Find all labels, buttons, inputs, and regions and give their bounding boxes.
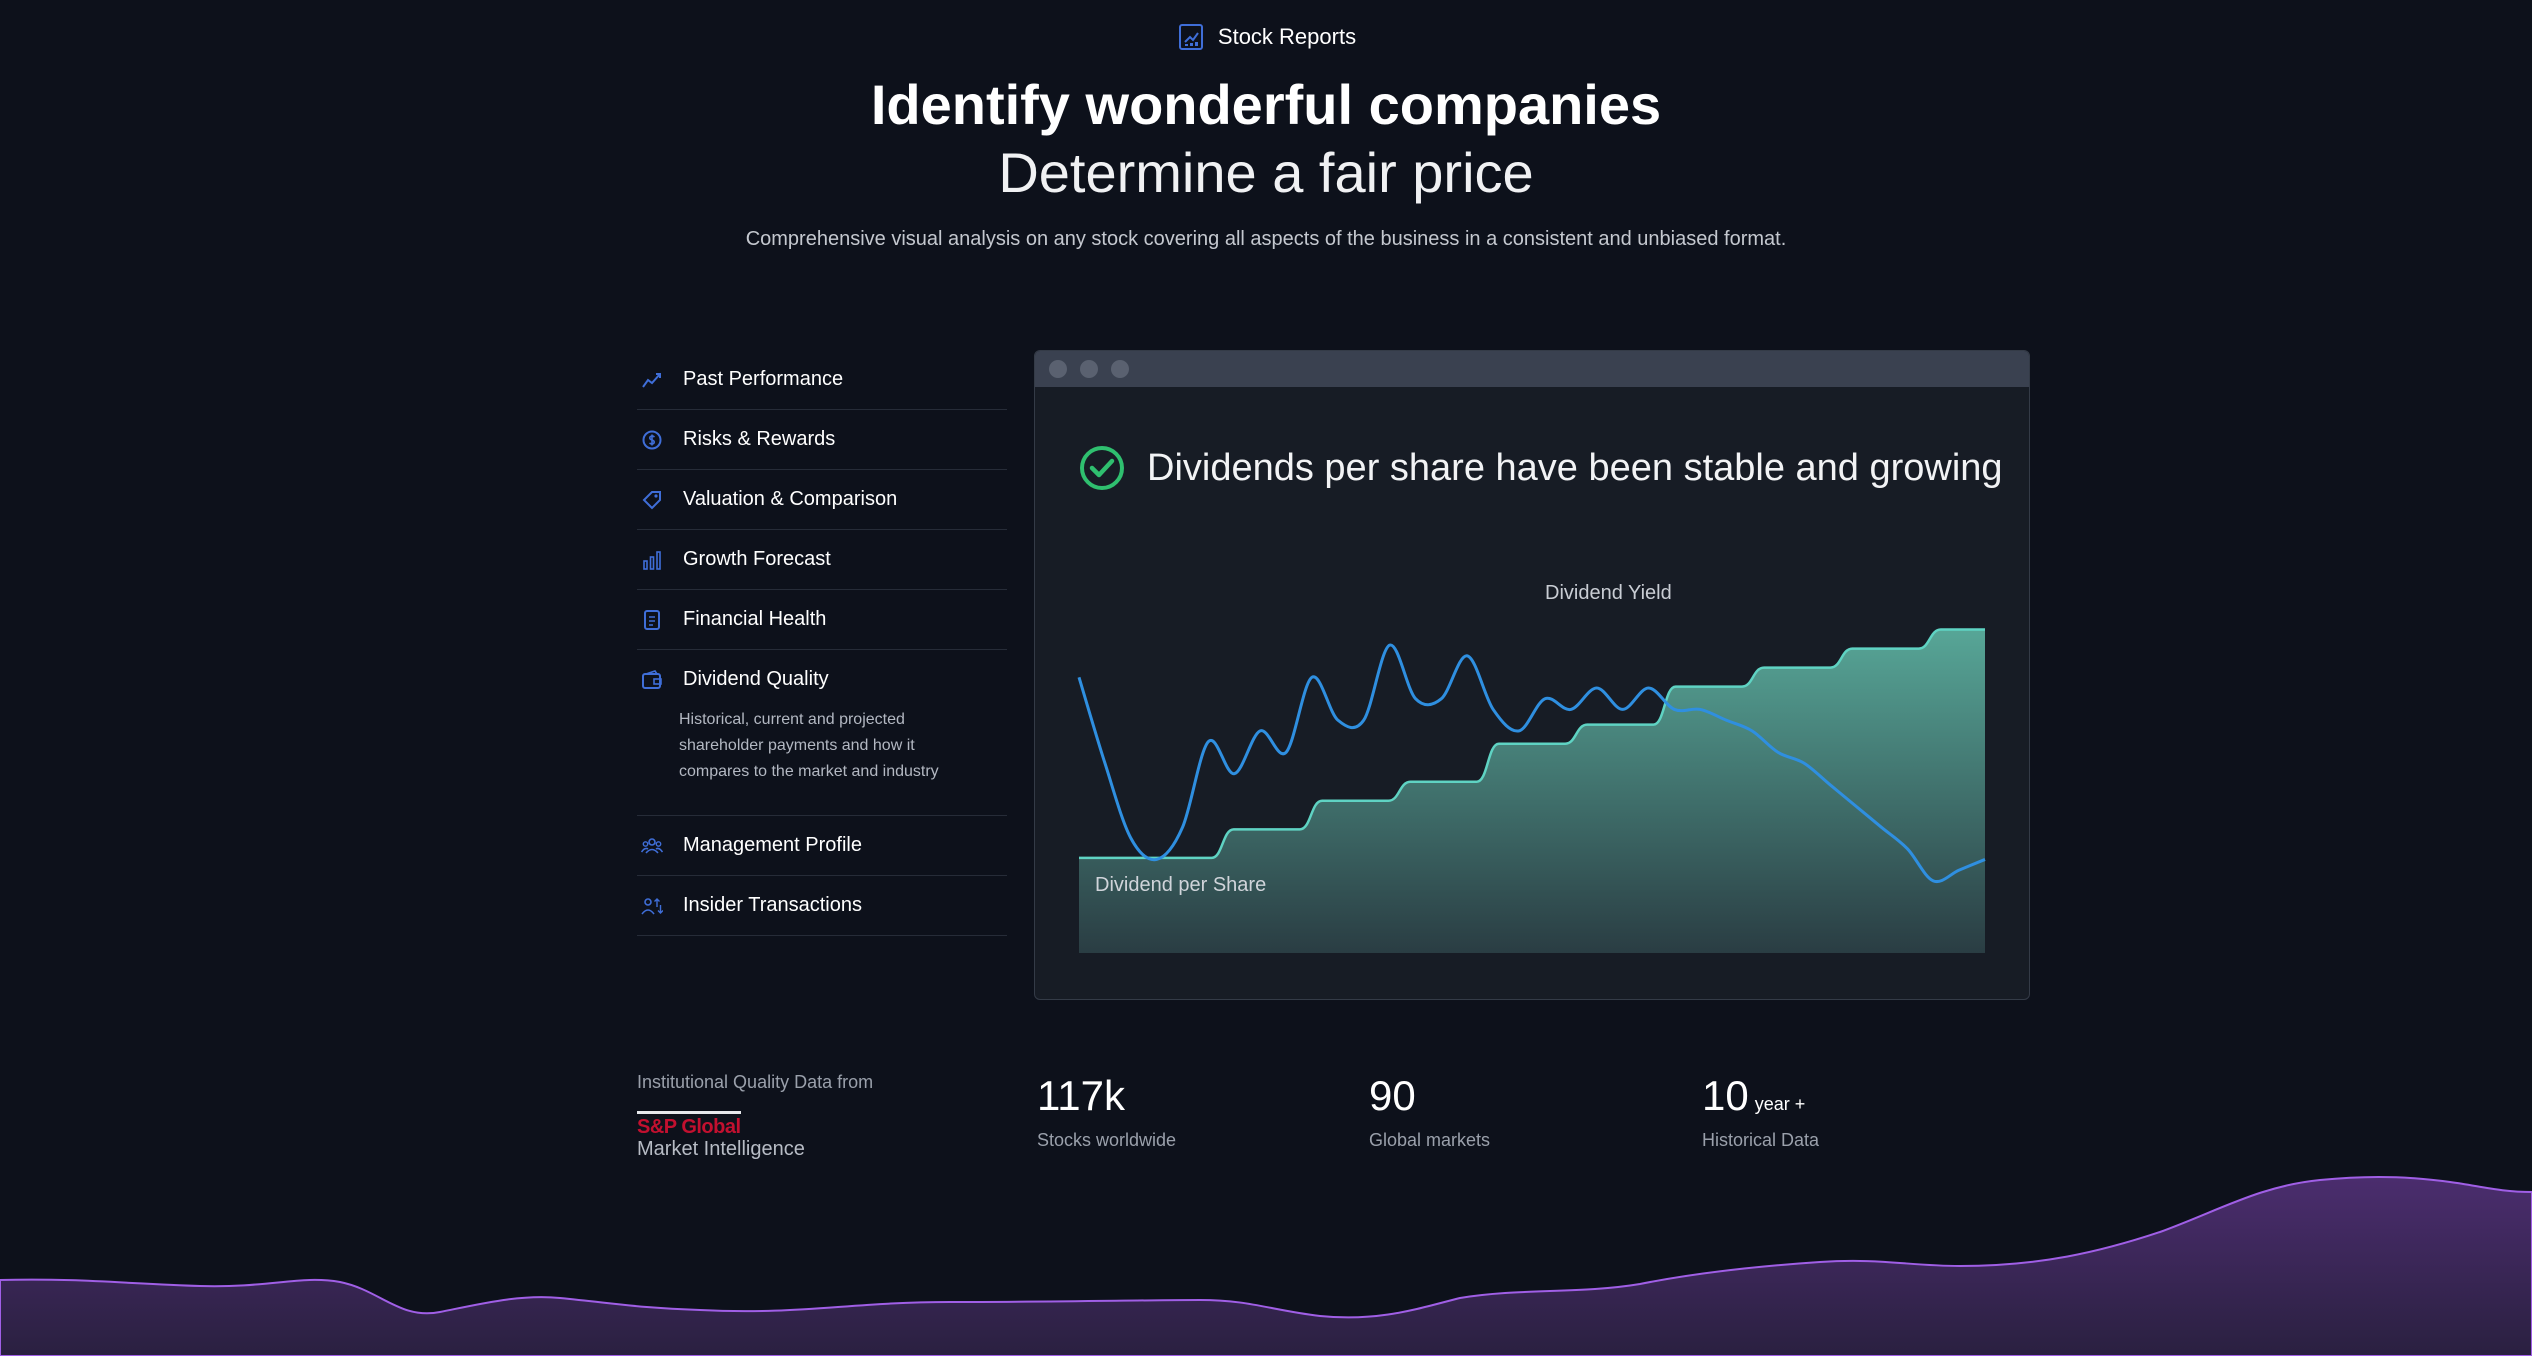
- hero-subtitle: Determine a fair price: [998, 141, 1534, 204]
- decorative-wave: [0, 1175, 2532, 1356]
- dividend-yield-line: [1077, 643, 1986, 884]
- bar-chart-icon: [641, 549, 663, 571]
- dividend-per-share-line: [1079, 628, 1985, 860]
- sidebar-item-label: Dividend Quality: [683, 668, 829, 690]
- sidebar-item-description: Historical, current and projected shareh…: [679, 711, 939, 780]
- sidebar-item-financial-health[interactable]: Financial Health: [637, 590, 1007, 650]
- stat-caption: Global markets: [1369, 1130, 1491, 1150]
- dividend-chart: Dividend Yield Dividend per Share: [1077, 582, 1986, 953]
- data-provider: Institutional Quality Data from S&P Glob…: [637, 1072, 873, 1161]
- stat-history: 10 year + Historical Data: [1702, 1072, 1819, 1151]
- stat-caption: Stocks worldwide: [1037, 1130, 1177, 1150]
- sidebar-item-label: Growth Forecast: [683, 548, 831, 570]
- stat-value: 10: [1702, 1072, 1749, 1119]
- sidebar-item-label: Financial Health: [683, 608, 827, 630]
- dividend-per-share-area: [1079, 629, 1985, 953]
- window-titlebar: [1035, 351, 2029, 387]
- hero-description: Comprehensive visual analysis on any sto…: [745, 228, 1787, 250]
- people-icon: [641, 835, 663, 857]
- hero-title: Identify wonderful companies: [870, 73, 1662, 136]
- stat-value: 117k: [1037, 1072, 1125, 1119]
- window-dot-maximize: [1111, 360, 1129, 378]
- document-icon: [641, 609, 663, 631]
- sidebar-item-label: Insider Transactions: [683, 894, 862, 916]
- sidebar-item-valuation[interactable]: Valuation & Comparison: [637, 470, 1007, 530]
- dividend-yield-label: Dividend Yield: [1545, 582, 1672, 604]
- line-chart-icon: [641, 369, 663, 391]
- person-arrows-icon: [641, 895, 663, 917]
- preview-window: Dividend Yield Dividend per Share Divide…: [1034, 350, 2030, 1000]
- sp-global-logo: S&P Global Market Intelligence: [637, 1111, 873, 1161]
- sidebar-item-label: Management Profile: [683, 834, 862, 856]
- window-dot-close: [1049, 360, 1067, 378]
- stat-unit: year +: [1754, 1094, 1806, 1114]
- provider-name: S&P Global: [637, 1116, 741, 1138]
- window-dot-minimize: [1080, 360, 1098, 378]
- sidebar-item-management-profile[interactable]: Management Profile: [637, 816, 1007, 876]
- check-circle-icon: [1080, 446, 1124, 490]
- wallet-icon: [641, 669, 663, 691]
- section-label-text: Stock Reports: [1217, 24, 1357, 49]
- sidebar-item-label: Past Performance: [683, 368, 844, 390]
- tag-dollar-icon: [641, 489, 663, 511]
- stat-value: 90: [1369, 1072, 1416, 1119]
- report-sections-list: Past Performance Risks & Rewards Valuati…: [637, 350, 1007, 936]
- sidebar-item-growth-forecast[interactable]: Growth Forecast: [637, 530, 1007, 590]
- stat-caption: Historical Data: [1702, 1130, 1820, 1150]
- provider-label: Institutional Quality Data from: [637, 1072, 874, 1092]
- insight-heading: Dividends per share have been stable and…: [1147, 446, 2003, 489]
- dividend-per-share-label: Dividend per Share: [1095, 874, 1266, 896]
- sidebar-item-insider-transactions[interactable]: Insider Transactions: [637, 876, 1007, 936]
- sidebar-item-past-performance[interactable]: Past Performance: [637, 350, 1007, 410]
- report-icon: [1178, 24, 1203, 50]
- sidebar-item-label: Risks & Rewards: [683, 428, 836, 450]
- sidebar-item-label: Valuation & Comparison: [683, 488, 898, 510]
- wave-shape: [0, 1175, 2532, 1356]
- dollar-circle-icon: [641, 429, 663, 451]
- insight-heading-row: Dividends per share have been stable and…: [1079, 445, 2003, 491]
- logo-rule: [637, 1111, 741, 1114]
- stat-stocks: 117k Stocks worldwide: [1037, 1072, 1176, 1151]
- section-label: Stock Reports: [0, 22, 2532, 52]
- sidebar-item-dividend-quality[interactable]: Dividend Quality Historical, current and…: [637, 650, 1007, 816]
- sidebar-item-risks-rewards[interactable]: Risks & Rewards: [637, 410, 1007, 470]
- stat-markets: 90 Global markets: [1369, 1072, 1490, 1151]
- provider-subname: Market Intelligence: [637, 1138, 805, 1160]
